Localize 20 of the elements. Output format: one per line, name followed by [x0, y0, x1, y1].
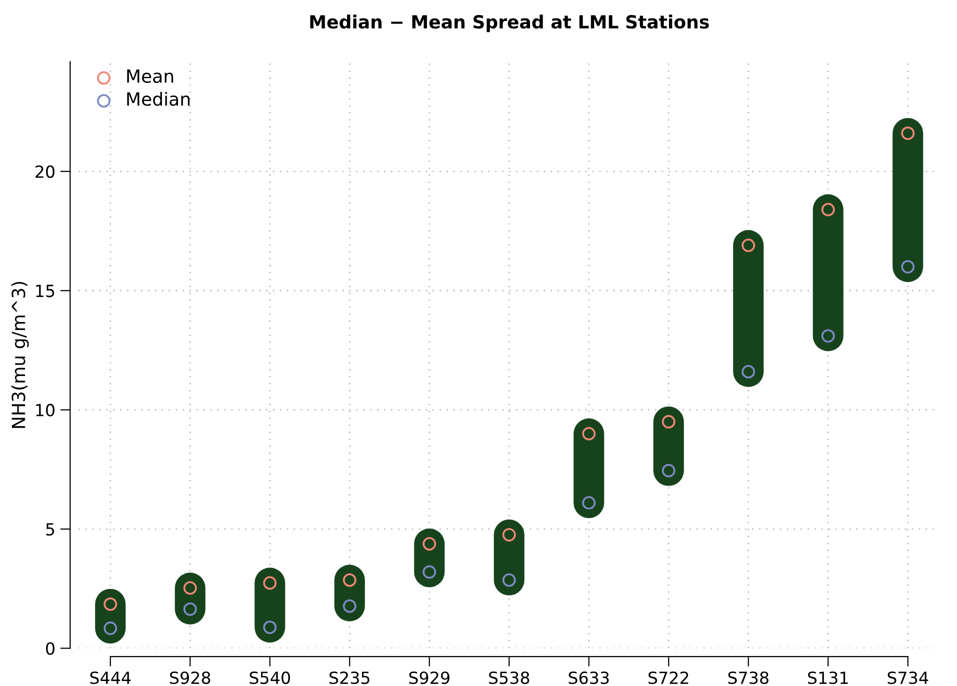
- legend-label: Median: [127, 92, 190, 106]
- x-tick-label: S444: [90, 671, 131, 684]
- x-tick-label: S538: [489, 671, 530, 684]
- chart-title: Median − Mean Spread at LML Stations: [310, 14, 709, 32]
- x-tick-label: S929: [409, 671, 450, 684]
- x-tick-label: S738: [728, 671, 768, 684]
- y-tick-label: 5: [46, 523, 54, 536]
- y-tick-label: 20: [36, 165, 54, 178]
- y-tick-label: 0: [46, 642, 54, 655]
- x-tick-label: S633: [568, 671, 609, 684]
- x-tick-label: S722: [648, 671, 688, 684]
- x-tick-label: S540: [250, 671, 290, 684]
- y-axis-title: NH3(mu g/m^3): [11, 282, 29, 428]
- y-tick-label: 10: [36, 404, 54, 416]
- y-tick-label: 15: [36, 284, 54, 298]
- x-tick-label: S928: [170, 671, 210, 684]
- x-tick-label: S235: [330, 671, 370, 684]
- legend-label: Mean: [127, 70, 174, 83]
- x-tick-label: S131: [808, 671, 848, 684]
- x-tick-label: S734: [888, 671, 928, 684]
